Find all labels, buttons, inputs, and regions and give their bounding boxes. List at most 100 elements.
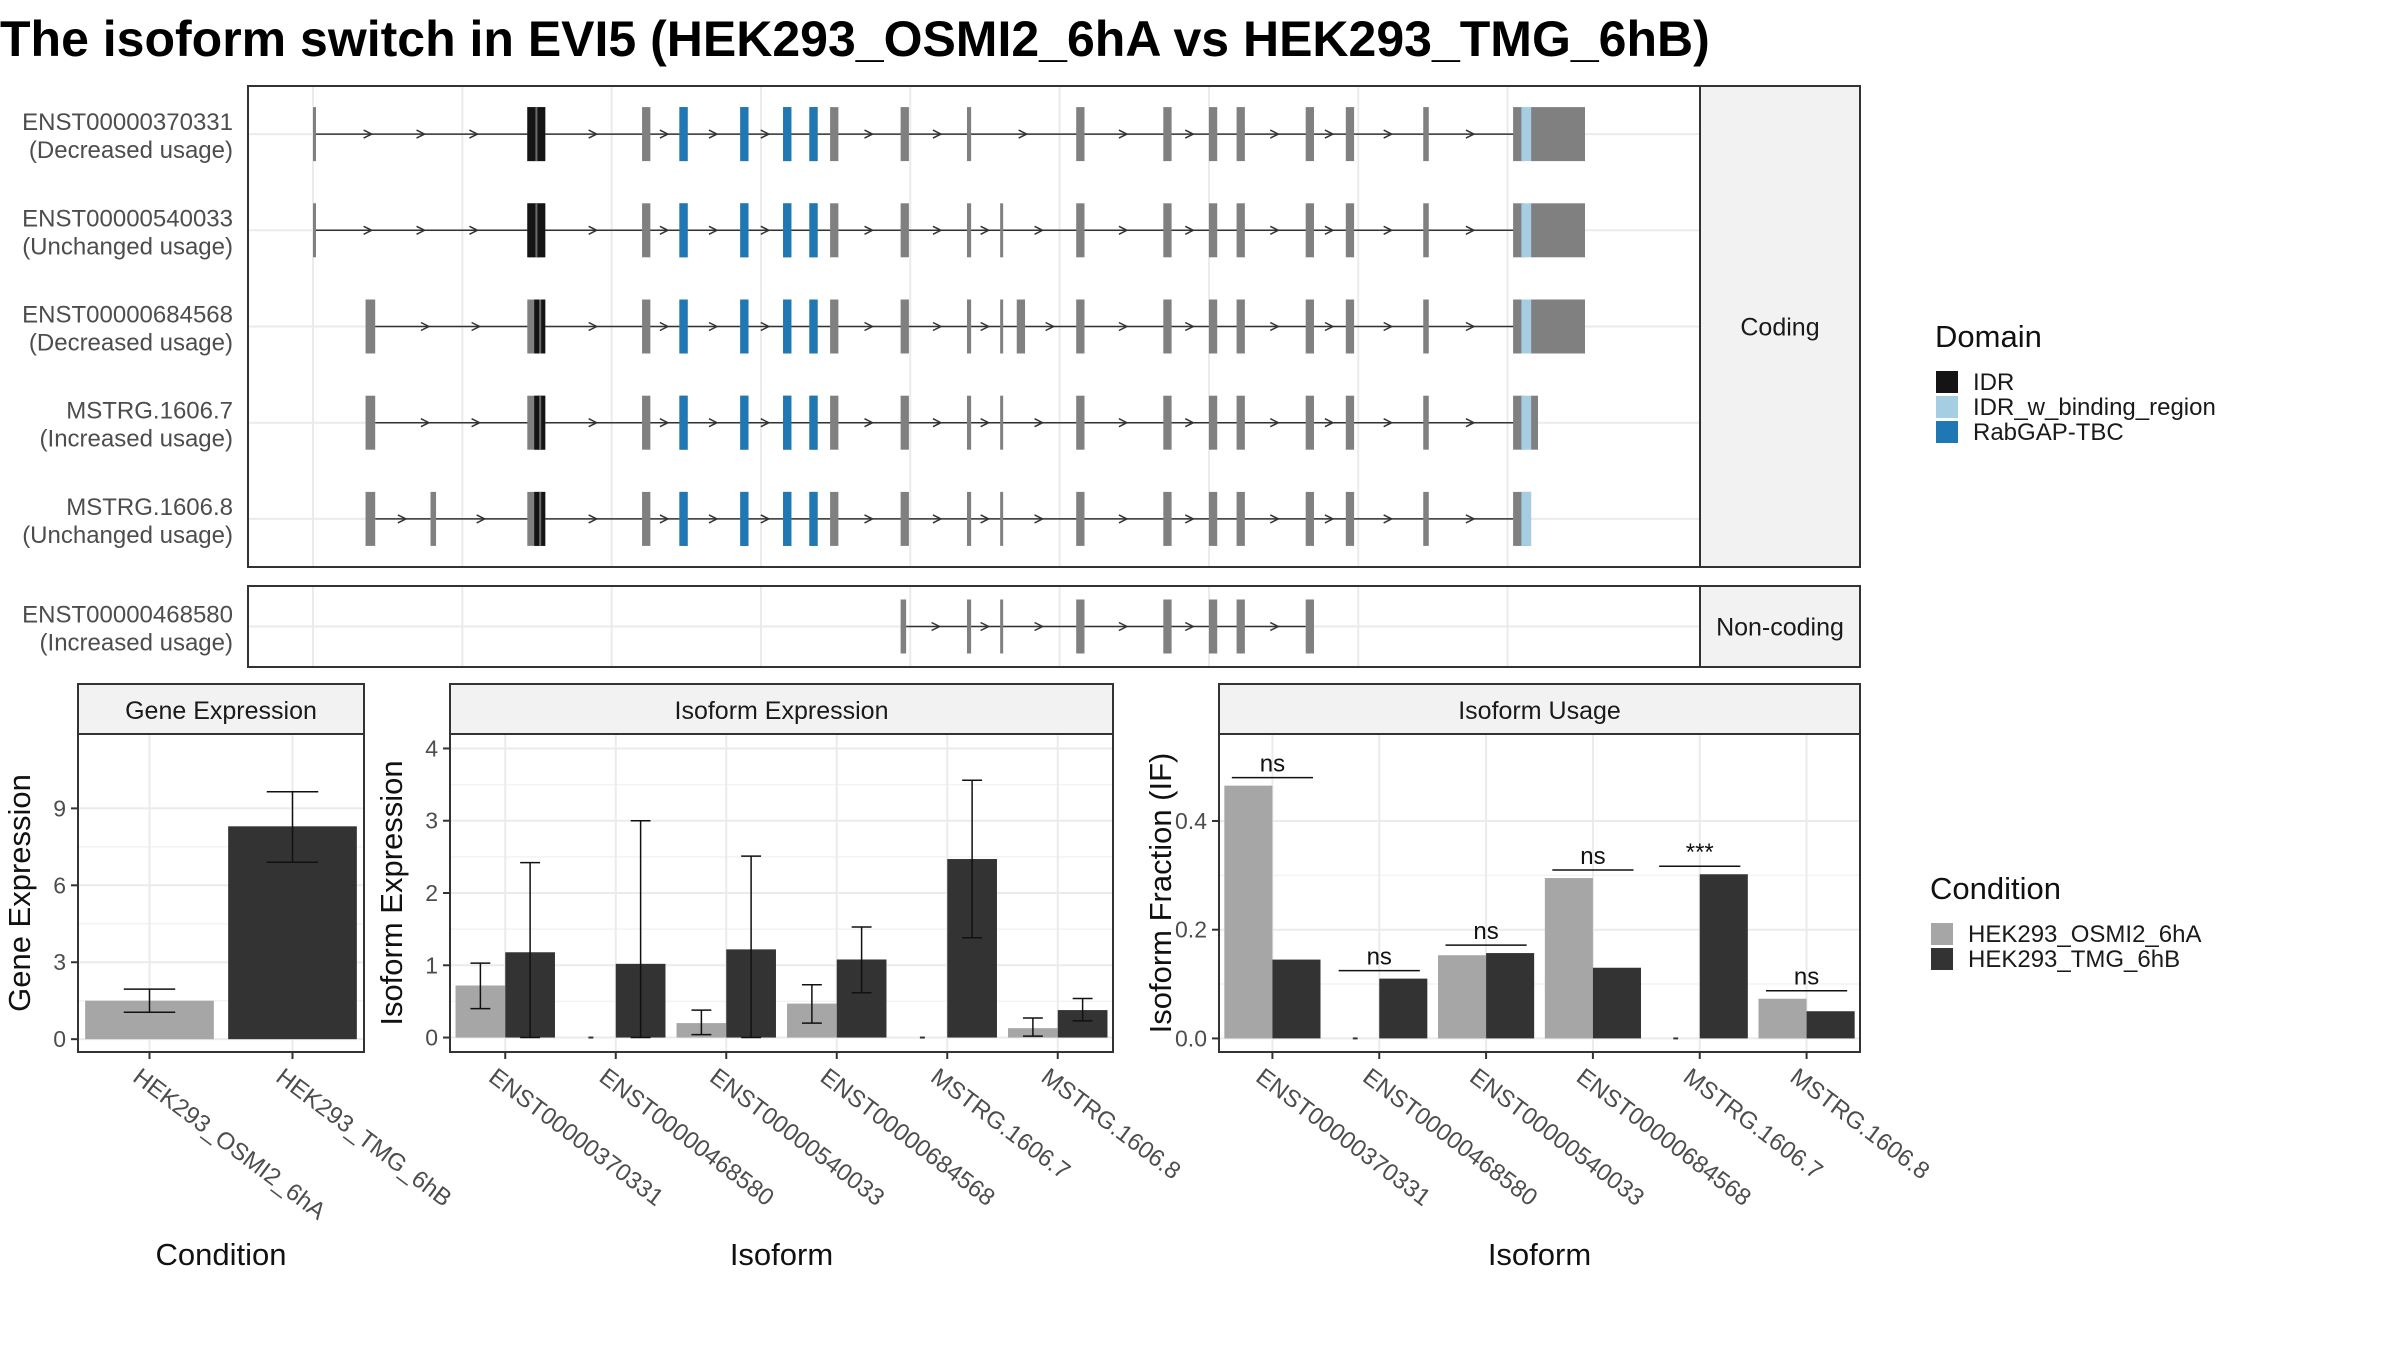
legend-title: Domain [1935,319,2042,354]
transcript-label-line: (Increased usage) [40,426,233,453]
exon [900,491,909,546]
direction-arrow [864,225,875,235]
y-tick-label: 3 [425,808,438,834]
bar-charts: Gene Expression0369HEK293_OSMI2_6hAHEK29… [2,683,1934,1272]
significance-label: ns [1367,944,1392,971]
exon [1076,299,1085,354]
transcript-label: ENST00000540033 (Unchanged usage) [22,205,233,260]
transcript-label: ENST00000468580 (Increased usage) [22,602,233,657]
legend-title: Condition [1930,871,2061,906]
transcript-label: ENST00000684568 (Decreased usage) [22,302,233,357]
exon [642,491,651,546]
direction-arrow [932,514,943,524]
direction-arrow [760,321,771,332]
transcript-label: MSTRG.1606.7 (Increased usage) [40,398,233,453]
transcript-label-line: ENST00000684568 [22,302,233,329]
legend-label: IDR_w_binding_region [1973,394,2216,421]
exon [1305,395,1315,450]
direction-arrow [469,129,480,139]
exon [1305,491,1315,546]
y-tick-label: 0.4 [1175,808,1207,834]
direction-arrow [659,514,670,524]
exon [1305,599,1315,654]
exon [1531,395,1538,450]
direction-arrow [416,129,427,139]
exon [1236,299,1245,354]
domain-rabgap-tbc [740,299,749,354]
domain-rabgap-tbc [809,299,818,354]
transcript-label-line: (Unchanged usage) [22,233,233,260]
y-tick-label: 0.2 [1175,917,1207,943]
exon [1076,395,1085,450]
direction-arrow [864,129,875,139]
transcript-label-line: ENST00000468580 [22,602,233,629]
direction-arrow [1383,514,1394,524]
exon [430,491,437,546]
plot-border [1218,733,1861,1053]
direction-arrow [1118,321,1129,332]
direction-arrow [864,418,875,428]
exon [1305,107,1315,162]
y-tick-label: 4 [425,735,438,761]
exon [1208,395,1218,450]
transcript-label-line: ENST00000540033 [22,205,233,232]
transcript-label-line: ENST00000370331 [22,109,233,136]
exon [966,599,972,654]
direction-arrow [708,225,719,235]
exon [966,299,972,354]
exon [1208,299,1218,354]
y-tick-label: 0 [425,1025,438,1051]
exon [1000,491,1004,546]
direction-arrow [932,225,943,235]
direction-arrow [1034,514,1045,524]
direction-arrow [1465,321,1476,332]
direction-arrow [760,225,771,235]
exon [1236,203,1245,258]
direction-arrow [1118,129,1129,139]
exon [1423,491,1429,546]
direction-arrow [980,418,991,428]
direction-arrow [708,418,719,428]
direction-arrow [1118,225,1129,235]
direction-arrow [1383,129,1394,139]
direction-arrow [1324,129,1335,139]
exon [1163,107,1172,162]
direction-arrow [1034,418,1045,428]
transcript-label-line: (Unchanged usage) [22,522,233,549]
y-tick-label: 6 [53,872,66,898]
exon [1423,203,1429,258]
exon [966,491,972,546]
exon [1345,395,1355,450]
domain-rabgap-tbc [740,107,749,162]
direction-arrow [588,321,599,332]
exon [830,395,839,450]
panel-title: Isoform Usage [1458,697,1621,725]
direction-arrow [1034,621,1045,632]
direction-arrow [1383,418,1394,428]
direction-arrow [588,129,599,139]
legend-key [1936,396,1958,418]
exon [830,107,839,162]
exon [1208,107,1218,162]
exon [1513,107,1525,162]
exon [1345,299,1355,354]
figure-title: The isoform switch in EVI5 (HEK293_OSMI2… [0,11,1710,67]
exon [1163,491,1172,546]
direction-arrow [471,321,482,332]
domain-rabgap-tbc [740,203,749,258]
direction-arrow [1045,321,1056,332]
panel-strip [449,683,1114,735]
domain-rabgap-tbc [679,299,688,354]
direction-arrow [864,321,875,332]
bar [1592,967,1641,1039]
idr-stripe [539,491,542,546]
transcript-label-line: (Increased usage) [40,630,233,657]
direction-arrow [397,514,408,524]
exon [642,299,651,354]
exon [1423,107,1429,162]
bar [1758,998,1807,1039]
direction-arrow [1324,514,1335,524]
exon [966,395,972,450]
